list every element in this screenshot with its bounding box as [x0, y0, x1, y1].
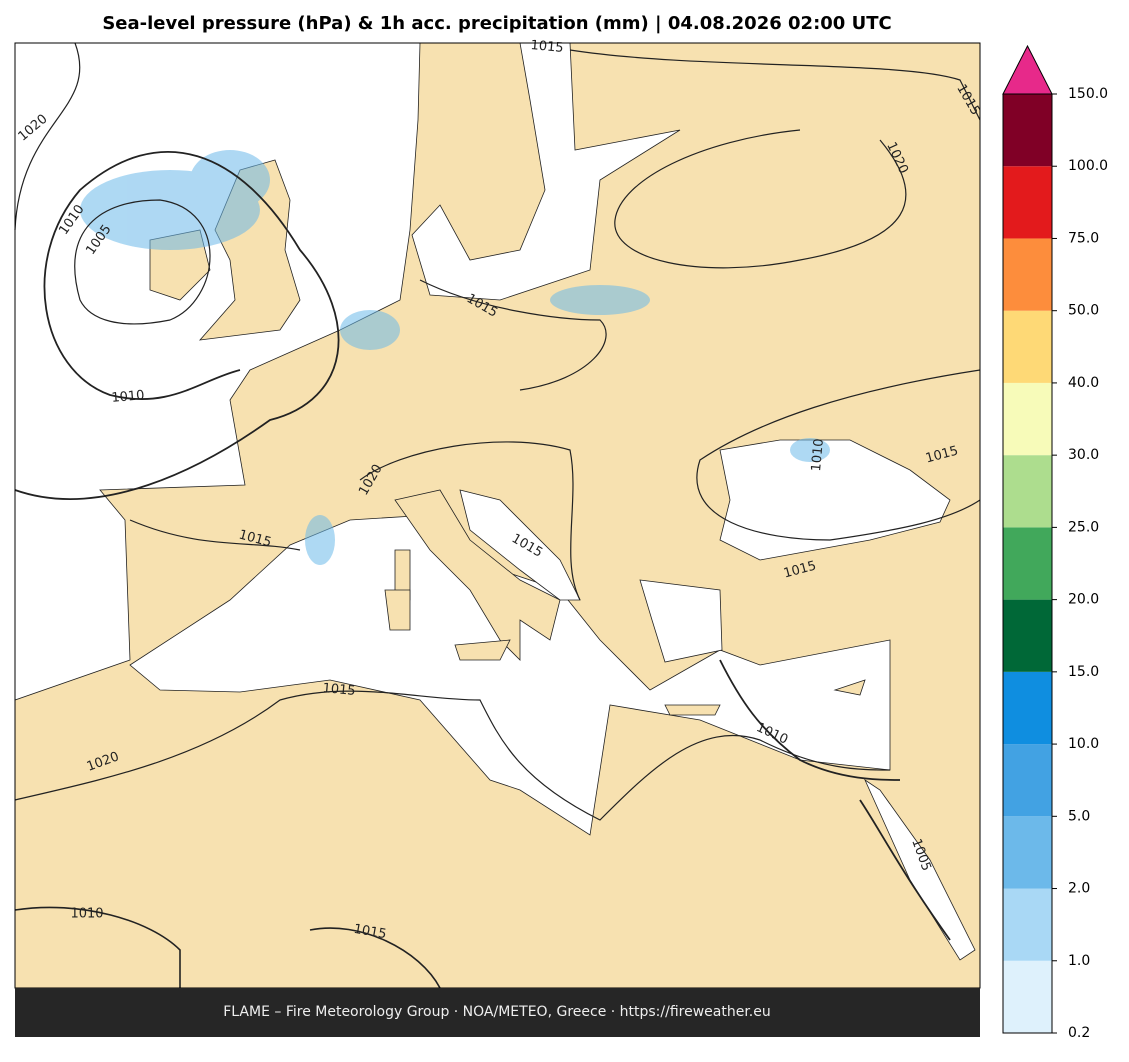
colorbar-tick-label: 15.0: [1068, 664, 1099, 680]
contour-label-group: 1015: [322, 681, 356, 699]
colorbar-tick-label: 20.0: [1068, 592, 1099, 608]
title: Sea-level pressure (hPa) & 1h acc. preci…: [102, 13, 891, 34]
colorbar-tick-label: 1.0: [1068, 953, 1090, 969]
colorbar-segment: [1003, 94, 1052, 167]
colorbar-tick-label: 30.0: [1068, 447, 1099, 463]
colorbar-segment: [1003, 310, 1052, 383]
colorbar-segment: [1003, 382, 1052, 456]
colorbar-tick-label: 0.2: [1068, 1025, 1090, 1041]
footer: FLAME – Fire Meteorology Group · NOA/MET…: [223, 1004, 771, 1020]
colorbar-segment: [1003, 599, 1052, 672]
contour-label-group: 1010: [70, 907, 103, 922]
colorbar-tick-label: 5.0: [1068, 808, 1090, 824]
contour-label: 1010: [809, 438, 827, 472]
adriatic: [459, 489, 581, 601]
colorbar-frame: [1002, 93, 1053, 1034]
colorbar-tick-label: 75.0: [1068, 230, 1099, 246]
colorbar-segment: [1003, 816, 1052, 889]
colorbar-tick-label: 25.0: [1068, 519, 1099, 535]
colorbar-segment: [1003, 527, 1052, 600]
contour-label: 1015: [352, 922, 387, 943]
colorbar: 0.2 1.0 2.0 5.0 10.0 15.0 20.0 25.0 30.0 40.0 50.0…: [1002, 44, 1108, 1041]
colorbar-tick-label: 100.0: [1068, 158, 1108, 174]
colorbar-tick-label: 150.0: [1068, 86, 1108, 102]
colorbar-segment: [1003, 455, 1052, 528]
precipitation: [80, 150, 830, 565]
colorbar-extend: [1002, 44, 1053, 95]
colorbar-segment: [1003, 888, 1052, 961]
contour-label-group: 1015: [530, 38, 564, 56]
colorbar-segment: [1003, 744, 1052, 817]
isobars: [14, 42, 981, 989]
colorbar-segment: [1003, 166, 1052, 239]
contour-label: 1010: [70, 907, 103, 922]
contour-label-group: 1010: [111, 388, 145, 406]
colorbar-segment: [1003, 671, 1052, 745]
colorbar-segment: [1003, 238, 1052, 311]
colorbar-tick-label: 40.0: [1068, 375, 1099, 391]
colorbar-tick-label: 10.0: [1068, 736, 1099, 752]
contour-label-group: 1010: [809, 438, 827, 472]
contour-label: 1015: [530, 38, 564, 56]
contour-label: 1010: [111, 388, 145, 406]
colorbar-tick-label: 50.0: [1068, 303, 1099, 319]
contour-label: 1015: [322, 681, 356, 699]
footer-bar: [15, 988, 980, 1037]
contour-label-group: 1015: [352, 922, 387, 943]
colorbar-segment: [1003, 960, 1052, 1033]
colorbar-tick-label: 2.0: [1068, 881, 1090, 897]
